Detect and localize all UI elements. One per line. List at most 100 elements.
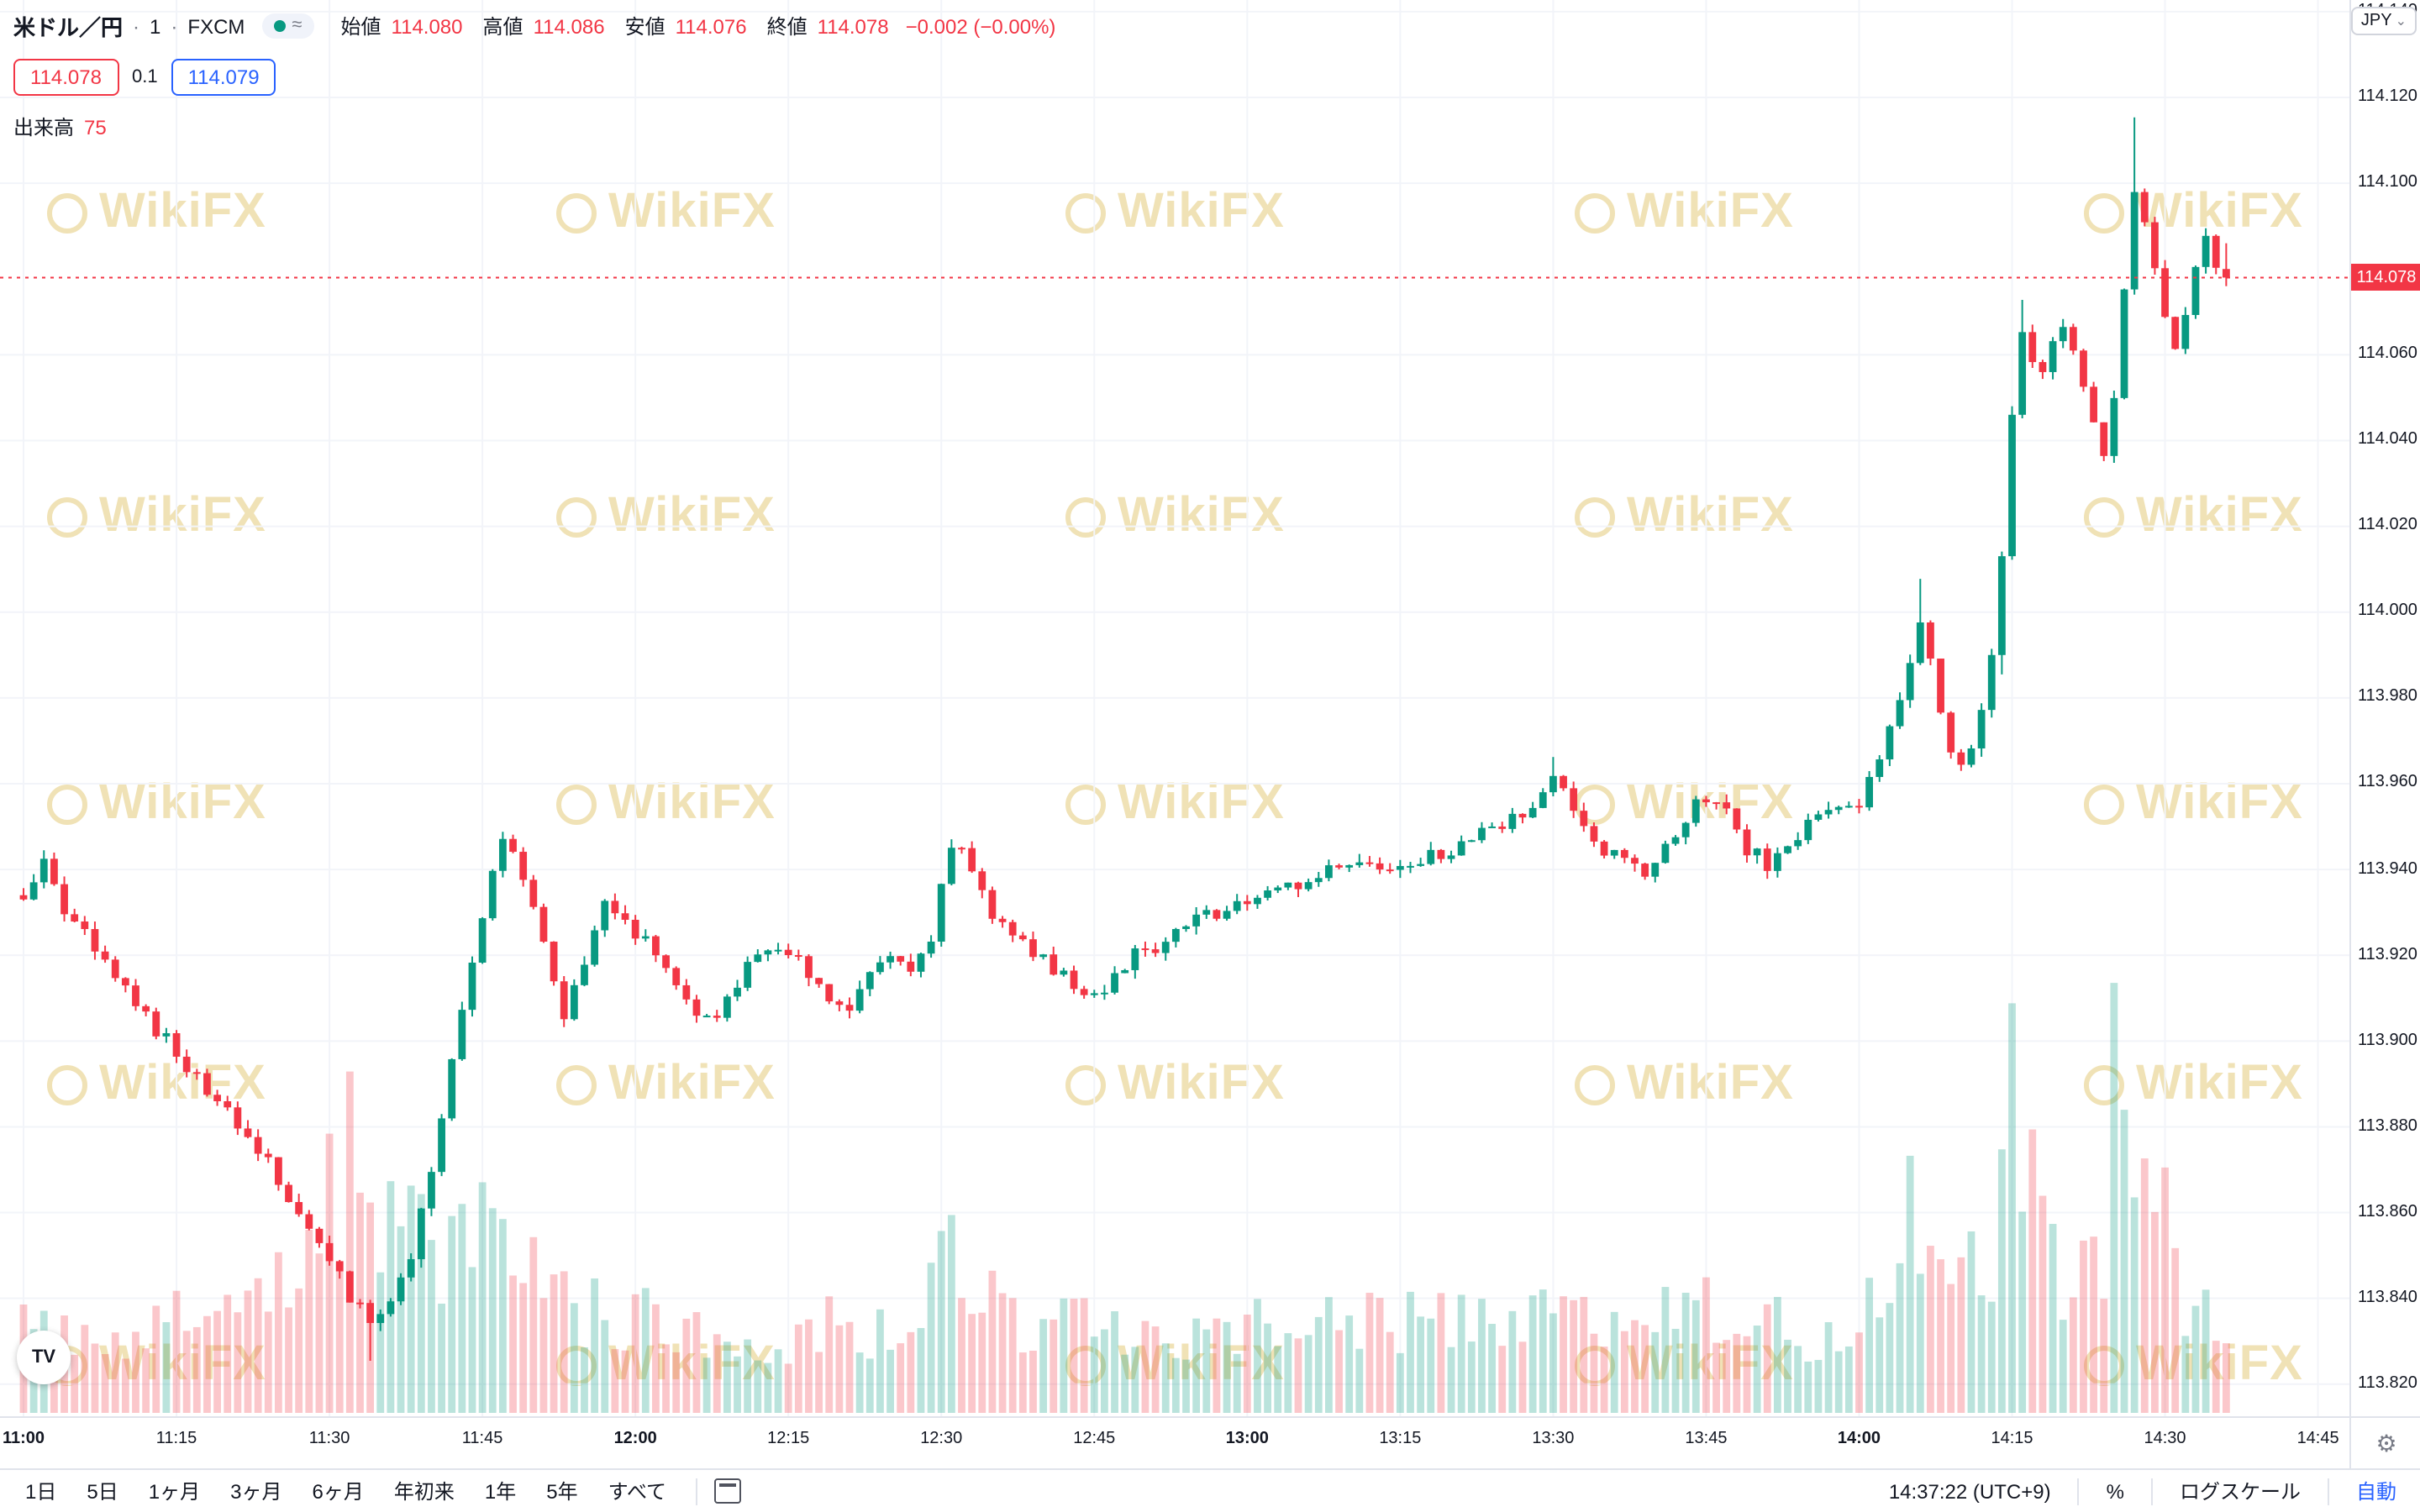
percent-scale-button[interactable]: % [2106,1479,2124,1503]
wikifx-watermark: WikiFX [1575,489,1794,544]
time-range-button[interactable]: すべて [608,1480,667,1504]
auto-scale-button[interactable]: 自動 [2355,1480,2396,1504]
wikifx-watermark: WikiFX [1065,489,1285,544]
log-scale-button[interactable]: ログスケール [2179,1480,2301,1504]
wikifx-watermark: WikiFX [1065,185,1285,240]
wikifx-logo-icon [2084,784,2124,824]
wikifx-watermark: WikiFX [2084,1337,2303,1393]
price-tick-label: 113.960 [2358,773,2417,792]
wikifx-watermark: WikiFX [1575,776,1794,832]
wikifx-watermark-text: WikiFX [1118,185,1285,239]
currency-selector-button[interactable]: JPY ⌄ [2350,7,2417,35]
wikifx-watermark: WikiFX [1575,185,1794,240]
time-range-button[interactable]: 3ヶ月 [230,1480,282,1504]
interval-label[interactable]: 1 [150,14,161,38]
price-tick-label: 113.860 [2358,1202,2417,1221]
time-tick-label: 13:15 [1379,1430,1422,1448]
wikifx-logo-icon [556,496,597,537]
time-tick-label: 13:30 [1532,1430,1575,1448]
approx-icon: ≈ [292,15,302,35]
time-tick-label: 14:45 [2296,1430,2339,1448]
wikifx-logo-icon [556,192,597,233]
wikifx-watermark-text: WikiFX [1627,185,1794,239]
time-range-button[interactable]: 1日 [25,1480,57,1504]
currency-label: JPY [2360,12,2392,30]
close-value: 114.078 [817,14,889,38]
time-tick-label: 13:45 [1685,1430,1728,1448]
wikifx-watermark: WikiFX [2084,1057,2303,1112]
separator: · [133,14,140,38]
settings-gear-icon[interactable]: ⚙ [2375,1430,2397,1457]
price-tick-label: 113.900 [2358,1031,2417,1050]
wikifx-logo-icon [47,192,87,233]
wikifx-logo-icon [2084,496,2124,537]
watermark-layer: WikiFX WikiFX WikiFX WikiFX WikiFX WikiFX Wiki… [47,185,2303,1393]
divider [2077,1478,2080,1504]
high-value: 114.086 [533,14,605,38]
market-status-badge[interactable]: ≈ [261,13,314,39]
wikifx-watermark: WikiFX [2084,489,2303,544]
wikifx-logo-icon [1065,192,1106,233]
separator: · [171,14,178,38]
wikifx-watermark-text: WikiFX [1627,776,1794,830]
wikifx-logo-icon [47,1064,87,1105]
time-range-button[interactable]: 年初来 [393,1480,455,1504]
volume-label[interactable]: 出来高 [13,116,75,139]
price-tick-label: 113.880 [2358,1116,2417,1136]
wikifx-logo-icon [1575,192,1615,233]
time-axis[interactable]: 11:00 11:15 11:30 11:45 12:00 12:15 12:30 12:45… [0,1416,2349,1470]
wikifx-logo-icon [47,496,87,537]
divider [2327,1478,2329,1504]
price-tick-label: 114.020 [2358,516,2417,535]
change-value: −0.002 (−0.00%) [905,14,1056,38]
current-price-tag: 114.078 [2351,264,2420,291]
wikifx-watermark: WikiFX [2084,185,2303,240]
time-range-button[interactable]: 5日 [87,1480,118,1504]
time-tick-label: 14:15 [1991,1430,2033,1448]
clock-label[interactable]: 14:37:22 (UTC+9) [1888,1479,2051,1503]
wikifx-watermark: WikiFX [47,185,266,240]
time-range-button[interactable]: 1ヶ月 [148,1480,201,1504]
spread-value: 0.1 [132,67,158,87]
wikifx-logo-icon [1065,496,1106,537]
bid-button[interactable]: 114.078 [13,59,118,96]
time-tick-label: 14:00 [1837,1430,1881,1448]
time-tick-label: 11:30 [308,1430,350,1448]
wikifx-watermark-text: WikiFX [1627,1057,1794,1110]
wikifx-watermark-text: WikiFX [1627,489,1794,543]
symbol-row: 米ドル／円 · 1 · FXCM ≈ 始値 114.080 高値 114.086… [13,10,1055,42]
ask-button[interactable]: 114.079 [171,59,276,96]
low-label: 安値 [624,15,666,39]
time-tick-label: 11:15 [155,1430,197,1448]
wikifx-watermark: WikiFX [47,1337,266,1393]
wikifx-logo-icon [556,784,597,824]
wikifx-logo-icon [2084,1064,2124,1105]
time-range-button[interactable]: 1年 [484,1480,517,1504]
time-tick-label: 14:30 [2144,1430,2186,1448]
time-tick-label: 12:15 [767,1430,810,1448]
divider [695,1478,697,1504]
wikifx-logo-icon [556,1345,597,1385]
calendar-icon[interactable] [713,1478,741,1504]
symbol-title[interactable]: 米ドル／円 [13,15,124,40]
wikifx-logo-icon [1065,1345,1106,1385]
time-range-button[interactable]: 6ヶ月 [312,1480,364,1504]
wikifx-logo-icon [47,784,87,824]
candlestick-chart[interactable] [0,0,2349,1416]
time-tick-label: 12:00 [613,1430,657,1448]
price-axis[interactable]: 114.078 JPY ⌄ 114.140114.120114.100114.0… [2349,0,2420,1416]
price-tick-label: 114.040 [2358,430,2417,449]
price-tick-label: 113.920 [2358,945,2417,964]
time-tick-label: 11:00 [2,1430,45,1448]
tradingview-logo[interactable]: TV [17,1331,71,1384]
quote-row: 114.078 0.1 114.079 [13,59,1055,96]
toolbar-status: 14:37:22 (UTC+9) % ログスケール 自動 [1879,1473,2407,1509]
wikifx-watermark: WikiFX [1065,1057,1285,1112]
time-tick-label: 13:00 [1225,1430,1269,1448]
price-tick-label: 114.100 [2358,173,2417,192]
price-tick-label: 113.940 [2358,859,2417,879]
exchange-label: FXCM [187,14,245,38]
wikifx-logo-icon [1575,1345,1615,1385]
time-range-button[interactable]: 5年 [546,1480,578,1504]
